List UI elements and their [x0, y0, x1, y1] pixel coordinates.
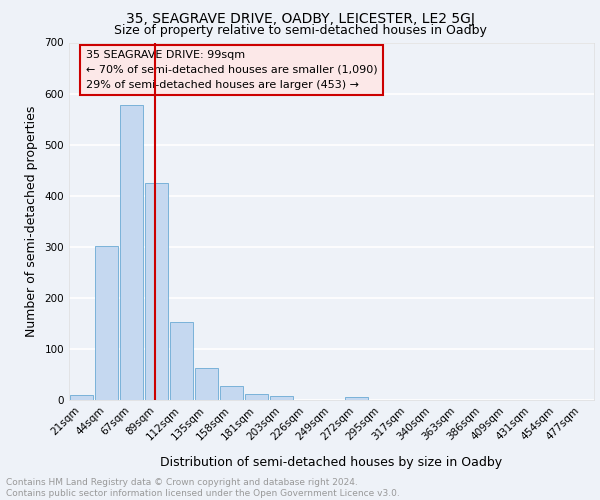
- Bar: [270, 396, 293, 400]
- Bar: [195, 368, 218, 400]
- Y-axis label: Number of semi-detached properties: Number of semi-detached properties: [25, 106, 38, 337]
- Bar: [245, 394, 268, 400]
- Bar: [345, 397, 368, 400]
- Text: 35, SEAGRAVE DRIVE, OADBY, LEICESTER, LE2 5GJ: 35, SEAGRAVE DRIVE, OADBY, LEICESTER, LE…: [125, 12, 475, 26]
- Bar: [120, 106, 143, 400]
- Text: Contains HM Land Registry data © Crown copyright and database right 2024.
Contai: Contains HM Land Registry data © Crown c…: [6, 478, 400, 498]
- Text: 35 SEAGRAVE DRIVE: 99sqm
← 70% of semi-detached houses are smaller (1,090)
29% o: 35 SEAGRAVE DRIVE: 99sqm ← 70% of semi-d…: [86, 50, 377, 90]
- Bar: [220, 386, 243, 400]
- Text: Size of property relative to semi-detached houses in Oadby: Size of property relative to semi-detach…: [113, 24, 487, 37]
- X-axis label: Distribution of semi-detached houses by size in Oadby: Distribution of semi-detached houses by …: [160, 456, 503, 468]
- Bar: [145, 183, 168, 400]
- Bar: [170, 322, 193, 400]
- Bar: [70, 395, 93, 400]
- Bar: [95, 246, 118, 400]
